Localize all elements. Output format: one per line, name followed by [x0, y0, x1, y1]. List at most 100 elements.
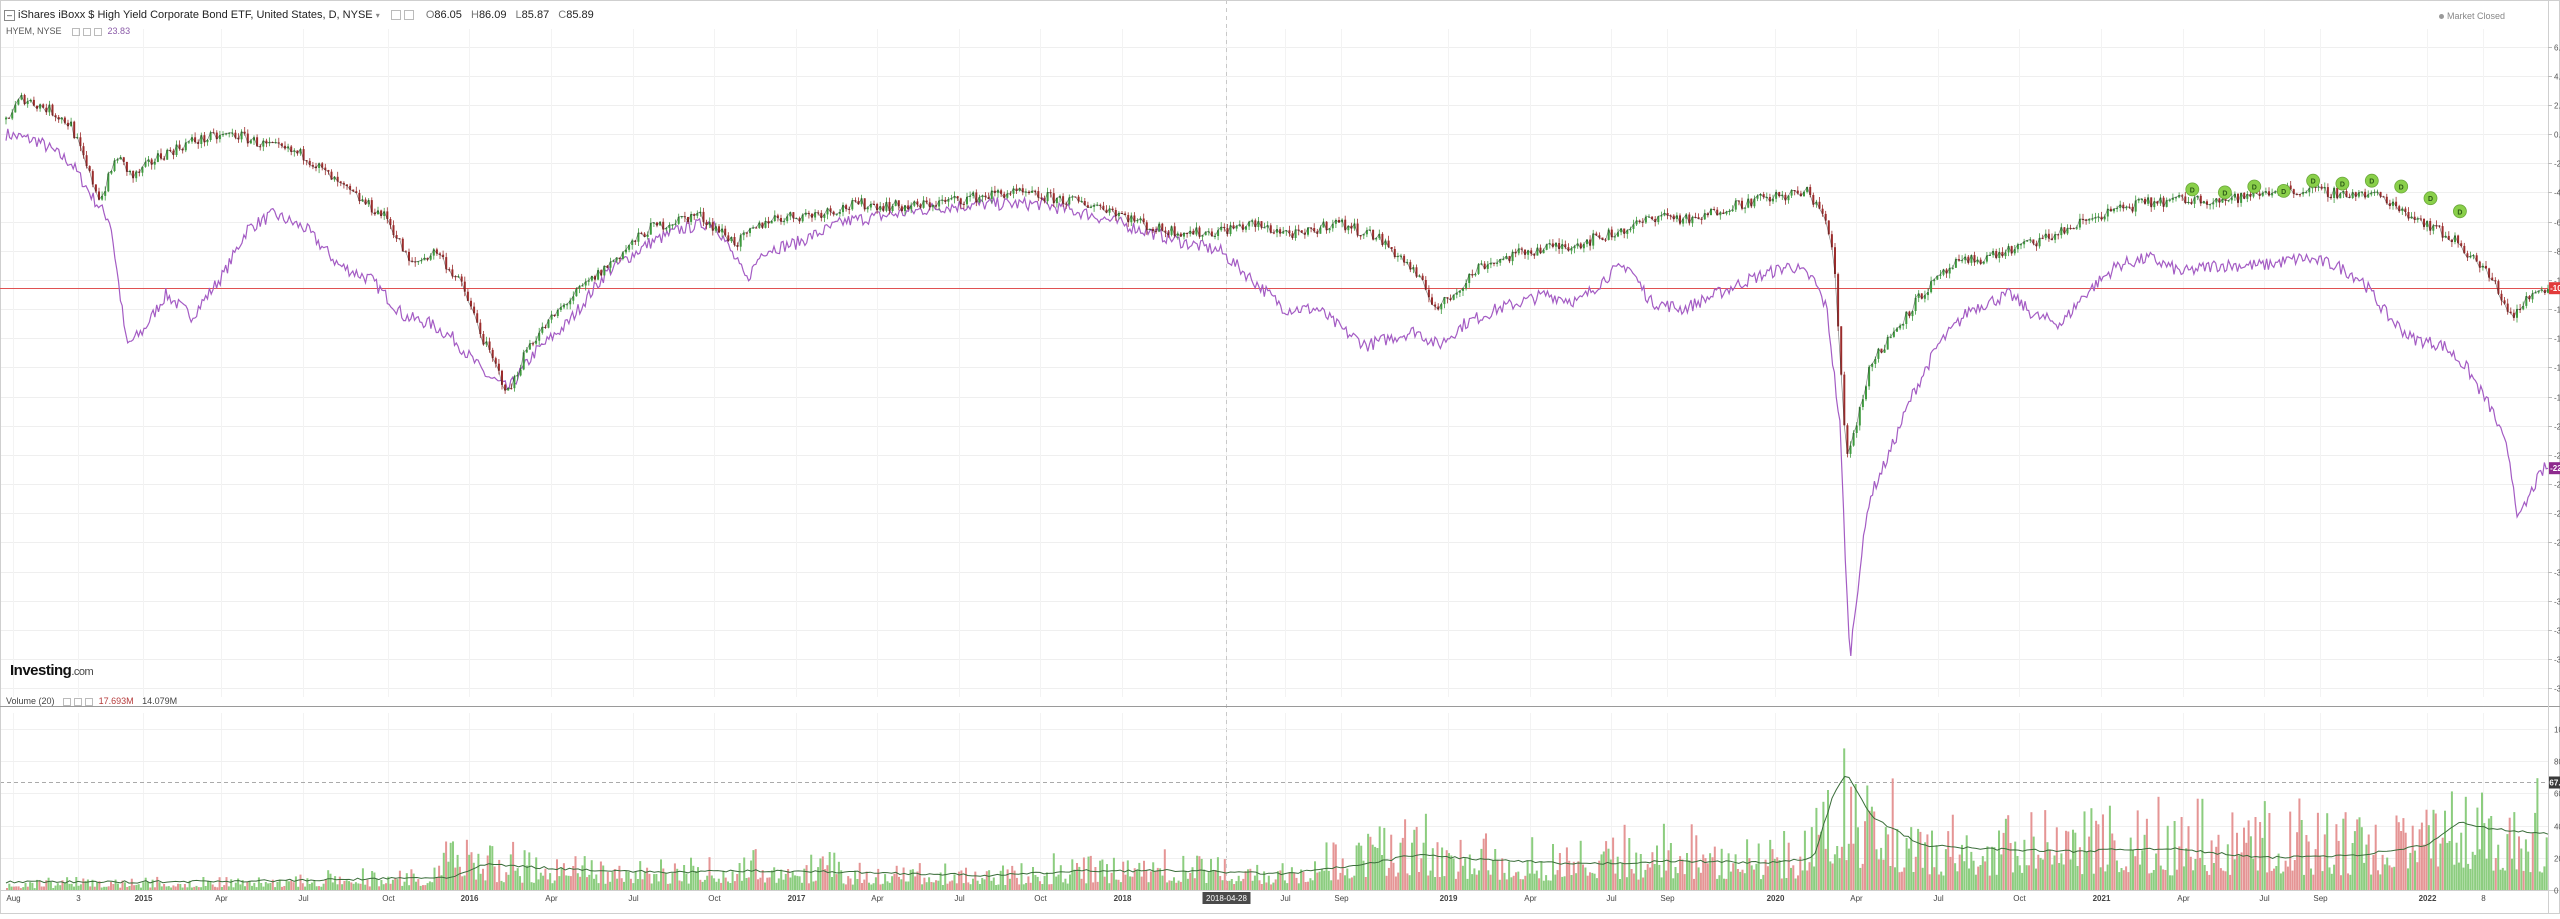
volume-bar	[156, 876, 159, 890]
volume-bar	[1820, 831, 1823, 890]
time-tick-label: 8	[2481, 894, 2486, 903]
candle-body	[2184, 196, 2187, 203]
candle-body	[1914, 297, 1917, 311]
candle-body	[432, 249, 435, 256]
candle-body	[767, 221, 770, 224]
chevron-down-icon[interactable]: ▾	[375, 11, 380, 20]
volume-bar	[870, 884, 873, 890]
price-tick-label: -16.00%	[2554, 364, 2560, 373]
volume-ctrl-3[interactable]	[85, 697, 94, 706]
volume-bar	[1824, 848, 1827, 890]
volume-bar	[2363, 862, 2366, 890]
volume-bar	[482, 868, 485, 890]
volume-bar	[1381, 855, 1384, 890]
volume-bar	[539, 872, 542, 890]
volume-ctrl-1[interactable]	[63, 697, 72, 706]
candle-body	[101, 195, 104, 200]
volume-bar	[1355, 845, 1358, 890]
candle-body	[1995, 251, 1998, 258]
volume-bar	[1646, 864, 1649, 890]
candle-body	[2122, 204, 2125, 209]
compare-header: HYEM, NYSE 23.83	[6, 26, 130, 36]
volume-bar	[1958, 854, 1961, 890]
volume-bar	[953, 874, 956, 890]
time-tick-label: Jul	[628, 894, 638, 903]
header-ctrl-1[interactable]	[390, 10, 401, 21]
compare-ctrl-3[interactable]	[94, 27, 103, 36]
volume-bar	[1998, 830, 2001, 890]
candle-body	[2215, 198, 2218, 203]
volume-bar	[2139, 864, 2142, 890]
volume-bar	[1415, 826, 1418, 890]
volume-bar	[683, 865, 686, 890]
volume-bar	[2377, 870, 2380, 890]
volume-bar	[1642, 877, 1645, 890]
volume-bar	[1159, 868, 1162, 890]
candle-body	[2038, 238, 2041, 247]
compare-ctrl-1[interactable]	[72, 27, 81, 36]
volume-bar	[2111, 833, 2114, 890]
candle-body	[2131, 207, 2134, 212]
candle-body	[1561, 244, 1564, 249]
volume-bar	[2515, 869, 2518, 890]
candle-body	[668, 225, 671, 229]
volume-bar	[967, 882, 970, 890]
volume-bar	[491, 846, 494, 890]
candle-body	[268, 142, 271, 144]
candle-body	[1985, 255, 1988, 262]
compare-ctrl-2[interactable]	[83, 27, 92, 36]
volume-bar	[1022, 884, 1025, 890]
volume-bar	[1443, 876, 1446, 890]
chart-title[interactable]: iShares iBoxx $ High Yield Corporate Bon…	[18, 9, 373, 21]
volume-label[interactable]: Volume (20)	[6, 696, 55, 706]
volume-bar	[1341, 858, 1344, 890]
minus-square-icon[interactable]: –	[4, 10, 15, 21]
volume-bar	[315, 886, 318, 890]
volume-bar	[1843, 748, 1846, 890]
volume-bar	[1586, 875, 1589, 890]
volume-bar	[678, 880, 681, 890]
volume-bar	[1445, 850, 1448, 890]
volume-bar	[1882, 859, 1885, 890]
volume-bar	[1556, 870, 1559, 890]
candle-body	[721, 228, 724, 233]
candle-body	[829, 208, 832, 212]
volume-bar	[713, 878, 716, 890]
compare-symbol[interactable]: HYEM, NYSE	[6, 26, 62, 36]
volume-bar	[2462, 867, 2465, 890]
volume-bar	[426, 883, 429, 890]
volume-bar	[1413, 829, 1416, 890]
volume-bar	[1970, 851, 1973, 890]
volume-bar	[1831, 863, 1834, 890]
volume-bar	[2092, 873, 2095, 890]
candle-body	[2540, 289, 2543, 291]
volume-bar	[292, 882, 295, 890]
candle-body	[1868, 366, 1871, 387]
volume-bar	[170, 887, 173, 890]
volume-ctrl-2[interactable]	[74, 697, 83, 706]
volume-bar	[948, 881, 951, 890]
candle-body	[975, 192, 978, 203]
candle-body	[2221, 199, 2224, 203]
candle-body	[2299, 194, 2301, 196]
volume-bar	[2467, 863, 2470, 890]
volume-bar	[1198, 856, 1201, 890]
volume-bar	[1055, 876, 1058, 890]
candle-body	[249, 140, 252, 144]
volume-bar	[1438, 877, 1441, 890]
volume-bar	[687, 883, 690, 890]
volume-bar	[1374, 846, 1377, 890]
volume-bar	[237, 878, 240, 890]
volume-bar	[881, 883, 884, 890]
volume-bar	[2337, 840, 2340, 890]
candle-body	[1502, 259, 1505, 261]
candle-body	[1734, 200, 1737, 210]
candle-body	[711, 222, 714, 231]
header-ctrl-2[interactable]	[403, 10, 414, 21]
volume-bar	[123, 882, 126, 890]
volume-bar	[246, 882, 249, 890]
volume-bar	[685, 873, 688, 890]
